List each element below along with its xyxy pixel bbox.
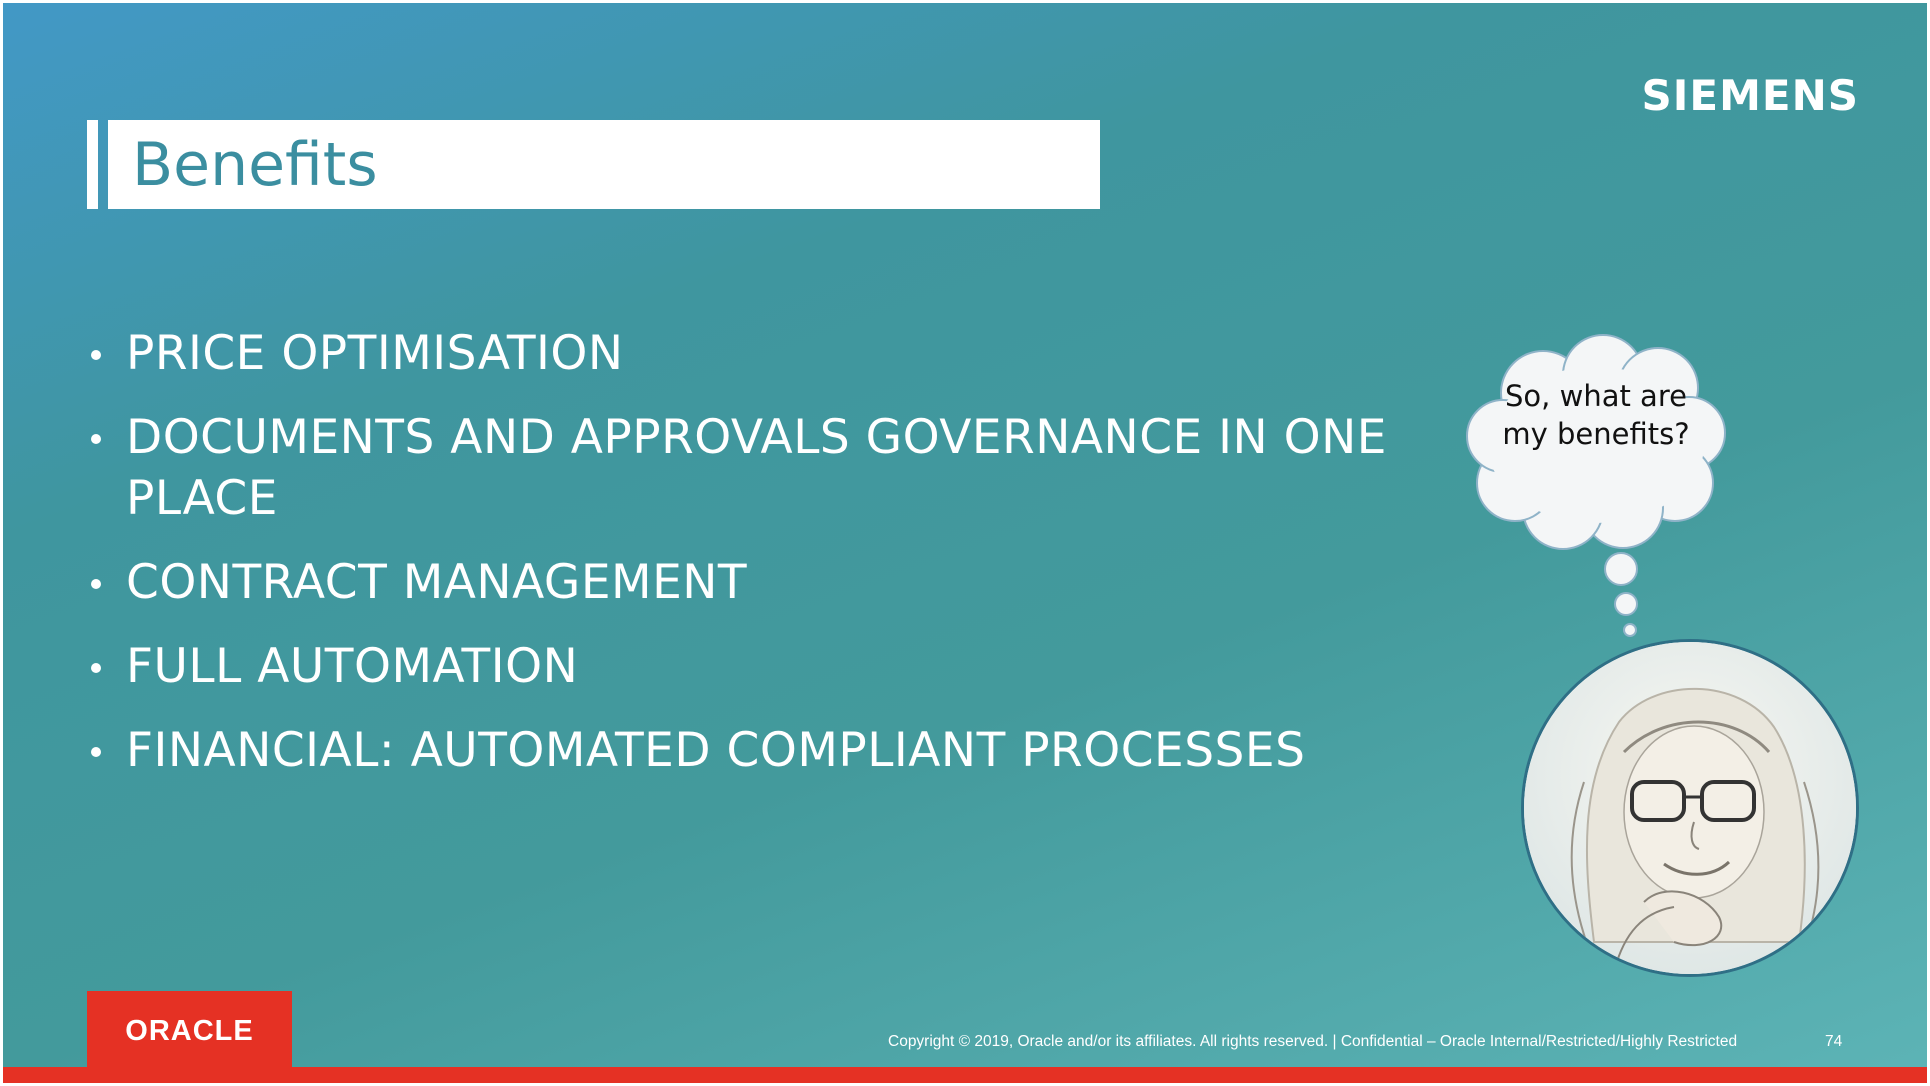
benefit-item-financial: FINANCIAL: AUTOMATED COMPLIANT PROCESSES [88, 720, 1388, 781]
footer-copyright: Copyright © 2019, Oracle and/or its affi… [888, 1033, 1738, 1050]
bottom-bar [3, 1067, 1927, 1083]
benefit-item-price: PRICE OPTIMISATION [88, 323, 1388, 384]
oracle-logo-text: ORACLE [125, 1014, 254, 1047]
thought-cloud-icon [1466, 334, 1726, 637]
slide-title: Benefits [132, 130, 378, 200]
portrait-illustration [1521, 639, 1859, 977]
page-number: 74 [1825, 1033, 1843, 1050]
benefit-item-contract: CONTRACT MANAGEMENT [88, 552, 1388, 613]
benefit-item-automation: FULL AUTOMATION [88, 636, 1388, 697]
thought-bubble-text: So, what are my benefits? [1502, 379, 1690, 451]
title-box: Benefits [108, 120, 1100, 209]
oracle-logo: ORACLE [87, 991, 292, 1071]
title-accent-bar [87, 120, 98, 209]
slide: SIEMENS Benefits PRICE OPTIMISATION DOCU… [3, 3, 1927, 1083]
siemens-logo: SIEMENS [1641, 71, 1859, 120]
benefit-list: PRICE OPTIMISATION DOCUMENTS AND APPROVA… [88, 323, 1388, 804]
woman-portrait-icon [1524, 642, 1856, 974]
benefit-item-documents: DOCUMENTS AND APPROVALS GOVERNANCE IN ON… [88, 407, 1388, 529]
thought-bubble: So, what are my benefits? [1453, 333, 1753, 643]
